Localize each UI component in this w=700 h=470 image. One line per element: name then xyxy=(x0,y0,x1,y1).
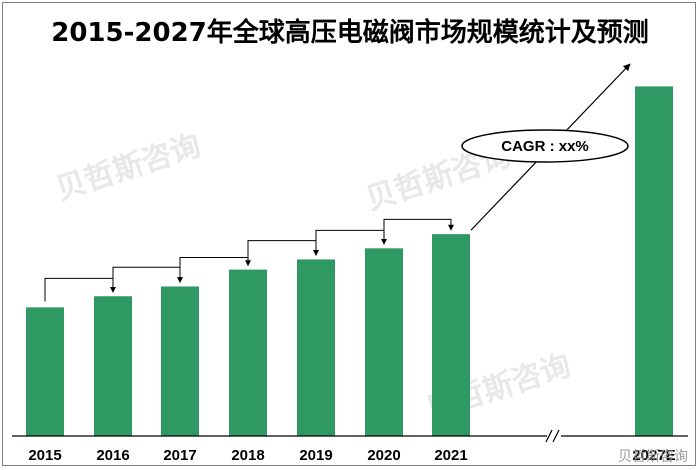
chart-title: 2015-2027年全球高压电磁阀市场规模统计及预测 xyxy=(51,18,649,48)
x-tick-2021: 2021 xyxy=(434,447,467,464)
x-tick-2019: 2019 xyxy=(299,447,332,464)
cagr-label: CAGR : xx% xyxy=(501,138,589,155)
cagr-ellipse xyxy=(461,129,629,163)
axis-break-slash-1 xyxy=(545,429,553,443)
bar-2016 xyxy=(94,296,132,436)
bars xyxy=(26,86,673,437)
bar-2017 xyxy=(161,286,199,436)
growth-connectors xyxy=(44,218,454,302)
axis-break xyxy=(545,428,561,443)
x-tick-2018: 2018 xyxy=(231,447,264,464)
attribution-text: 贝哲斯咨询 xyxy=(618,448,688,464)
bar-2027E xyxy=(635,86,673,437)
bar-2015 xyxy=(26,307,64,436)
connector-2020-2021 xyxy=(383,218,454,243)
bar-2018 xyxy=(229,269,267,436)
x-tick-2015: 2015 xyxy=(28,447,61,464)
axis-break-slash-2 xyxy=(552,429,560,443)
x-tick-2017: 2017 xyxy=(163,447,196,464)
x-tick-labels: 2015 2016 2017 2018 2019 2020 2021 2027E xyxy=(28,447,675,464)
bar-2020 xyxy=(365,248,403,436)
x-tick-2016: 2016 xyxy=(96,447,129,464)
watermark-0: 贝哲斯咨询 xyxy=(52,128,205,208)
bar-2021 xyxy=(432,234,470,436)
x-tick-2020: 2020 xyxy=(367,447,400,464)
bar-2019 xyxy=(297,259,335,436)
x-tick-2027E: 2027E xyxy=(632,447,675,464)
axis-break-gap xyxy=(547,428,561,442)
